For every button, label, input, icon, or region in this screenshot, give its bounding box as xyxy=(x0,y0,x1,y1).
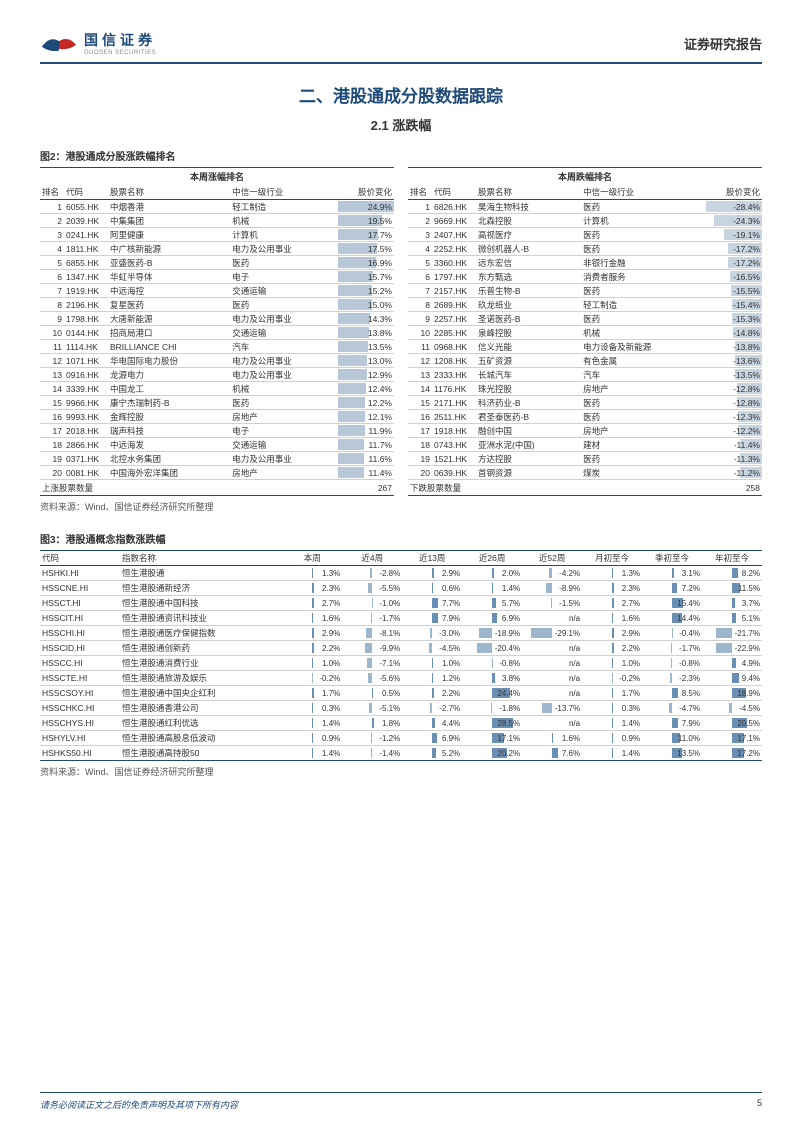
table-row: 200639.HK首钢资源煤炭-11.2% xyxy=(408,466,762,480)
table-row: 61347.HK华虹半导体电子15.7% xyxy=(40,270,394,284)
table-row: HSSCSOY.HI恒生港股通中国央企红利1.7%0.5%2.2%24.4%n/… xyxy=(40,685,762,700)
subsection-title: 2.1 涨跌幅 xyxy=(40,115,762,134)
table-row: 169993.HK金辉控股房地产12.1% xyxy=(40,410,394,424)
table-row: 41811.HK中广核新能源电力及公用事业17.5% xyxy=(40,242,394,256)
table-row: HSSCIT.HI恒生港股通资讯科技业1.6%-1.7%7.9%6.9%n/a1… xyxy=(40,610,762,625)
table-row: HSSCHYS.HI恒生港股通红利优选1.4%1.8%4.4%28.5%n/a1… xyxy=(40,715,762,730)
table-row: 82689.HK玖龙纸业轻工制造-15.4% xyxy=(408,298,762,312)
disclaimer-text: 请务必阅读正文之后的免责声明及其项下所有内容 xyxy=(40,1098,238,1111)
table-row: 141176.HK珠光控股房地产-12.8% xyxy=(408,382,762,396)
table-row: 200081.HK中国海外宏洋集团房地产11.4% xyxy=(40,466,394,480)
figure2-source: 资料来源：Wind、国信证券经济研究所整理 xyxy=(40,500,762,513)
figure3-table: 代码指数名称本周近4周近13周近26周近52周月初至今季初至今年初至今 HSHK… xyxy=(40,550,762,761)
table-row: 121071.HK华电国际电力股份电力及公用事业13.0% xyxy=(40,354,394,368)
table-row: HSSCC.HI恒生港股通消费行业1.0%-7.1%1.0%-0.8%n/a1.… xyxy=(40,655,762,670)
table-row: HSHKS50.HI恒生港股通高持股501.4%-1.4%5.2%20.2%7.… xyxy=(40,745,762,760)
table-row: 102285.HK泉峰控股机械-14.8% xyxy=(408,326,762,340)
table-row: 71919.HK中远海控交通运输15.2% xyxy=(40,284,394,298)
table-row: 130916.HK龙源电力电力及公用事业12.9% xyxy=(40,368,394,382)
logo-text-en: GUOSEN SECURITIES xyxy=(84,50,156,56)
table-row: 171918.HK融创中国房地产-12.2% xyxy=(408,424,762,438)
report-type: 证券研究报告 xyxy=(684,34,762,53)
table-row: HSSCHI.HI恒生港股通医疗保健指数2.9%-8.1%-3.0%-18.9%… xyxy=(40,625,762,640)
table-row: 91798.HK大唐新能源电力及公用事业14.3% xyxy=(40,312,394,326)
table-row: 22039.HK中集集团机械19.5% xyxy=(40,214,394,228)
table-row: 16826.HK昊海生物科技医药-28.4% xyxy=(408,200,762,214)
losers-table: 排名代码股票名称中信一级行业股价变化 16826.HK昊海生物科技医药-28.4… xyxy=(408,185,762,496)
table-row: HSSCID.HI恒生港股通创新药2.2%-9.9%-4.5%-20.4%n/a… xyxy=(40,640,762,655)
page-footer: 请务必阅读正文之后的免责声明及其项下所有内容 5 xyxy=(40,1092,762,1111)
table-row: 190371.HK北控水务集团电力及公用事业11.6% xyxy=(40,452,394,466)
table-row: 182866.HK中远海发交通运输11.7% xyxy=(40,438,394,452)
table-row: 61797.HK东方甄选消费者服务-16.5% xyxy=(408,270,762,284)
table-row: 100144.HK招商局港口交通运输13.8% xyxy=(40,326,394,340)
page-header: 国信证券 GUOSEN SECURITIES 证券研究报告 xyxy=(40,30,762,64)
table-row: 162511.HK君圣泰医药-B医药-12.3% xyxy=(408,410,762,424)
gainers-header: 本周涨幅排名 xyxy=(40,167,394,185)
figure2-table: 本周涨幅排名 排名代码股票名称中信一级行业股价变化 16055.HK中烟香港轻工… xyxy=(40,167,762,496)
section-title: 二、港股通成分股数据跟踪 xyxy=(40,82,762,107)
table-row: HSSCT.HI恒生港股通中国科技2.7%-1.0%7.7%5.7%-1.5%2… xyxy=(40,595,762,610)
page-number: 5 xyxy=(757,1098,762,1111)
table-row: 191521.HK方达控股医药-11.3% xyxy=(408,452,762,466)
gainers-table: 排名代码股票名称中信一级行业股价变化 16055.HK中烟香港轻工制造24.9%… xyxy=(40,185,394,496)
figure3-label: 图3：港股通概念指数涨跌幅 xyxy=(40,531,762,546)
losers-header: 本周跌幅排名 xyxy=(408,167,762,185)
table-row: HSHYLV.HI恒生港股通高股息低波动0.9%-1.2%6.9%17.1%1.… xyxy=(40,730,762,745)
table-row: HSSCNE.HI恒生港股通新经济2.3%-5.5%0.6%1.4%-8.9%2… xyxy=(40,580,762,595)
table-row: 110968.HK信义光能电力设备及新能源-13.8% xyxy=(408,340,762,354)
table-row: 132333.HK长城汽车汽车-13.5% xyxy=(408,368,762,382)
table-row: 111114.HKBRILLIANCE CHI汽车13.5% xyxy=(40,340,394,354)
table-row: 32407.HK高视医疗医药-19.1% xyxy=(408,228,762,242)
table-row: 53360.HK远东宏信非银行金融-17.2% xyxy=(408,256,762,270)
table-row: 180743.HK亚洲水泥(中国)建材-11.4% xyxy=(408,438,762,452)
guosen-logo-icon xyxy=(40,31,78,55)
table-row: 172018.HK瑞声科技电子11.9% xyxy=(40,424,394,438)
table-row: 29669.HK北森控股计算机-24.3% xyxy=(408,214,762,228)
summary-row: 上涨股票数量267 xyxy=(40,480,394,496)
figure2-label: 图2：港股通成分股涨跌幅排名 xyxy=(40,148,762,163)
logo-block: 国信证券 GUOSEN SECURITIES xyxy=(40,30,156,56)
table-row: 42252.HK微创机器人-B医药-17.2% xyxy=(408,242,762,256)
table-row: 30241.HK阿里健康计算机17.7% xyxy=(40,228,394,242)
table-row: 152171.HK科济药业-B医药-12.8% xyxy=(408,396,762,410)
table-row: HSSCHKC.HI恒生港股通香港公司0.3%-5.1%-2.7%-1.8%-1… xyxy=(40,700,762,715)
table-row: 72157.HK乐普生物-B医药-15.5% xyxy=(408,284,762,298)
table-row: 143339.HK中国龙工机械12.4% xyxy=(40,382,394,396)
table-row: 159966.HK康宁杰瑞制药-B医药12.2% xyxy=(40,396,394,410)
table-row: HSSCTE.HI恒生港股通旅游及娱乐-0.2%-5.6%1.2%3.8%n/a… xyxy=(40,670,762,685)
table-row: 56855.HK亚盛医药-B医药16.9% xyxy=(40,256,394,270)
table-row: 121208.HK五矿资源有色金属-13.6% xyxy=(408,354,762,368)
table-row: 92257.HK圣诺医药-B医药-15.3% xyxy=(408,312,762,326)
table-row: HSHKI.HI恒生港股通1.3%-2.8%2.9%2.0%-4.2%1.3%3… xyxy=(40,565,762,580)
summary-row: 下跌股票数量258 xyxy=(408,480,762,496)
table-row: 82196.HK复星医药医药15.0% xyxy=(40,298,394,312)
table-row: 16055.HK中烟香港轻工制造24.9% xyxy=(40,200,394,214)
figure3-source: 资料来源：Wind、国信证券经济研究所整理 xyxy=(40,765,762,778)
logo-text-cn: 国信证券 xyxy=(84,30,156,50)
